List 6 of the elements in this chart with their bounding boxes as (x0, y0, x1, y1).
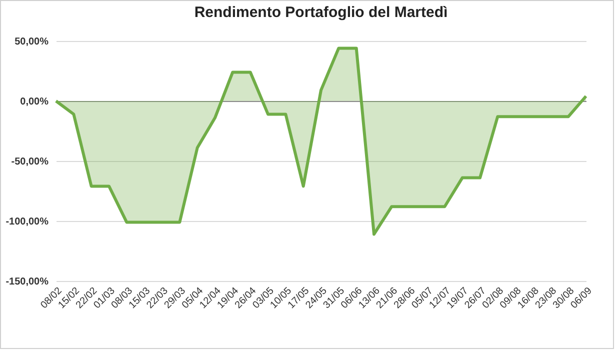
y-tick-label: 50,00% (14, 36, 49, 48)
y-tick-label: -150,00% (6, 276, 49, 288)
y-tick-label: -100,00% (6, 216, 49, 228)
y-tick-label: 0,00% (20, 96, 49, 108)
y-tick-label: -50,00% (11, 156, 49, 168)
chart-title: Rendimento Portafoglio del Martedì (194, 4, 448, 21)
